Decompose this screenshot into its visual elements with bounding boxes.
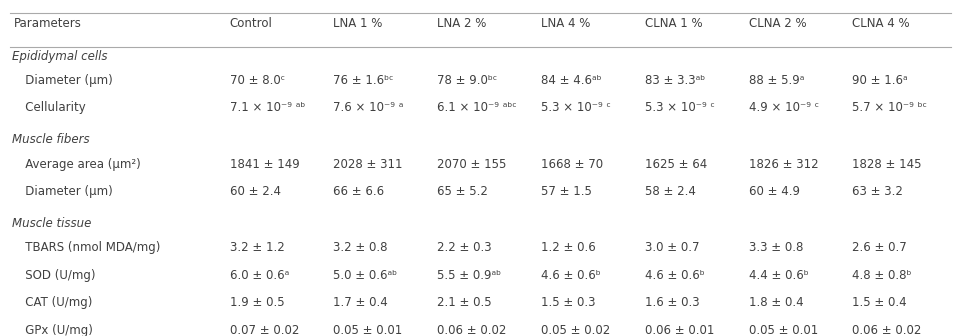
Text: 60 ± 2.4: 60 ± 2.4 [230, 185, 281, 198]
Text: 65 ± 5.2: 65 ± 5.2 [437, 185, 488, 198]
Text: 0.06 ± 0.02: 0.06 ± 0.02 [437, 324, 506, 336]
Text: 90 ± 1.6ᵃ: 90 ± 1.6ᵃ [852, 74, 908, 87]
Text: 2028 ± 311: 2028 ± 311 [333, 158, 403, 171]
Text: 1828 ± 145: 1828 ± 145 [852, 158, 922, 171]
Text: 1.6 ± 0.3: 1.6 ± 0.3 [645, 296, 700, 309]
Text: 57 ± 1.5: 57 ± 1.5 [541, 185, 592, 198]
Text: 0.06 ± 0.02: 0.06 ± 0.02 [852, 324, 922, 336]
Text: 2070 ± 155: 2070 ± 155 [437, 158, 506, 171]
Text: 84 ± 4.6ᵃᵇ: 84 ± 4.6ᵃᵇ [541, 74, 602, 87]
Text: Diameter (μm): Diameter (μm) [14, 74, 113, 87]
Text: 2.6 ± 0.7: 2.6 ± 0.7 [852, 241, 907, 254]
Text: LNA 1 %: LNA 1 % [333, 17, 382, 30]
Text: 1.7 ± 0.4: 1.7 ± 0.4 [333, 296, 388, 309]
Text: 3.2 ± 1.2: 3.2 ± 1.2 [230, 241, 284, 254]
Text: CLNA 2 %: CLNA 2 % [749, 17, 806, 30]
Text: 60 ± 4.9: 60 ± 4.9 [749, 185, 800, 198]
Text: 78 ± 9.0ᵇᶜ: 78 ± 9.0ᵇᶜ [437, 74, 498, 87]
Text: 66 ± 6.6: 66 ± 6.6 [333, 185, 384, 198]
Text: 70 ± 8.0ᶜ: 70 ± 8.0ᶜ [230, 74, 284, 87]
Text: Average area (μm²): Average area (μm²) [14, 158, 141, 171]
Text: 76 ± 1.6ᵇᶜ: 76 ± 1.6ᵇᶜ [333, 74, 394, 87]
Text: 0.05 ± 0.01: 0.05 ± 0.01 [749, 324, 818, 336]
Text: 2.1 ± 0.5: 2.1 ± 0.5 [437, 296, 492, 309]
Text: Epididymal cells: Epididymal cells [12, 50, 108, 63]
Text: GPx (U/mg): GPx (U/mg) [14, 324, 93, 336]
Text: 7.1 × 10⁻⁹ ᵃᵇ: 7.1 × 10⁻⁹ ᵃᵇ [230, 101, 305, 115]
Text: TBARS (nmol MDA/mg): TBARS (nmol MDA/mg) [14, 241, 160, 254]
Text: 5.0 ± 0.6ᵃᵇ: 5.0 ± 0.6ᵃᵇ [333, 269, 398, 282]
Text: 0.05 ± 0.01: 0.05 ± 0.01 [333, 324, 403, 336]
Text: 6.1 × 10⁻⁹ ᵃᵇᶜ: 6.1 × 10⁻⁹ ᵃᵇᶜ [437, 101, 517, 115]
Text: 83 ± 3.3ᵃᵇ: 83 ± 3.3ᵃᵇ [645, 74, 705, 87]
Text: Diameter (μm): Diameter (μm) [14, 185, 113, 198]
Text: 1.2 ± 0.6: 1.2 ± 0.6 [541, 241, 596, 254]
Text: 1.5 ± 0.3: 1.5 ± 0.3 [541, 296, 596, 309]
Text: 7.6 × 10⁻⁹ ᵃ: 7.6 × 10⁻⁹ ᵃ [333, 101, 404, 115]
Text: 4.4 ± 0.6ᵇ: 4.4 ± 0.6ᵇ [749, 269, 808, 282]
Text: CAT (U/mg): CAT (U/mg) [14, 296, 93, 309]
Text: Parameters: Parameters [13, 17, 82, 30]
Text: 4.8 ± 0.8ᵇ: 4.8 ± 0.8ᵇ [852, 269, 912, 282]
Text: 1668 ± 70: 1668 ± 70 [541, 158, 604, 171]
Text: LNA 2 %: LNA 2 % [437, 17, 486, 30]
Text: 5.5 ± 0.9ᵃᵇ: 5.5 ± 0.9ᵃᵇ [437, 269, 502, 282]
Text: Muscle fibers: Muscle fibers [12, 133, 90, 146]
Text: 4.6 ± 0.6ᵇ: 4.6 ± 0.6ᵇ [541, 269, 601, 282]
Text: 3.2 ± 0.8: 3.2 ± 0.8 [333, 241, 388, 254]
Text: CLNA 4 %: CLNA 4 % [852, 17, 910, 30]
Text: 1.9 ± 0.5: 1.9 ± 0.5 [230, 296, 284, 309]
Text: CLNA 1 %: CLNA 1 % [645, 17, 702, 30]
Text: Muscle tissue: Muscle tissue [12, 217, 92, 230]
Text: 0.06 ± 0.01: 0.06 ± 0.01 [645, 324, 714, 336]
Text: 4.6 ± 0.6ᵇ: 4.6 ± 0.6ᵇ [645, 269, 704, 282]
Text: 5.3 × 10⁻⁹ ᶜ: 5.3 × 10⁻⁹ ᶜ [541, 101, 611, 115]
Text: 3.3 ± 0.8: 3.3 ± 0.8 [749, 241, 803, 254]
Text: 58 ± 2.4: 58 ± 2.4 [645, 185, 696, 198]
Text: 6.0 ± 0.6ᵃ: 6.0 ± 0.6ᵃ [230, 269, 289, 282]
Text: 88 ± 5.9ᵃ: 88 ± 5.9ᵃ [749, 74, 804, 87]
Text: 5.3 × 10⁻⁹ ᶜ: 5.3 × 10⁻⁹ ᶜ [645, 101, 715, 115]
Text: 1.8 ± 0.4: 1.8 ± 0.4 [749, 296, 803, 309]
Text: 1625 ± 64: 1625 ± 64 [645, 158, 707, 171]
Text: 1826 ± 312: 1826 ± 312 [749, 158, 818, 171]
Text: 63 ± 3.2: 63 ± 3.2 [852, 185, 903, 198]
Text: 5.7 × 10⁻⁹ ᵇᶜ: 5.7 × 10⁻⁹ ᵇᶜ [852, 101, 927, 115]
Text: LNA 4 %: LNA 4 % [541, 17, 590, 30]
Text: SOD (U/mg): SOD (U/mg) [14, 269, 96, 282]
Text: 1.5 ± 0.4: 1.5 ± 0.4 [852, 296, 907, 309]
Text: 3.0 ± 0.7: 3.0 ± 0.7 [645, 241, 700, 254]
Text: 2.2 ± 0.3: 2.2 ± 0.3 [437, 241, 492, 254]
Text: Cellularity: Cellularity [14, 101, 86, 115]
Text: 4.9 × 10⁻⁹ ᶜ: 4.9 × 10⁻⁹ ᶜ [749, 101, 819, 115]
Text: 1841 ± 149: 1841 ± 149 [230, 158, 300, 171]
Text: Control: Control [230, 17, 273, 30]
Text: 0.07 ± 0.02: 0.07 ± 0.02 [230, 324, 299, 336]
Text: 0.05 ± 0.02: 0.05 ± 0.02 [541, 324, 610, 336]
